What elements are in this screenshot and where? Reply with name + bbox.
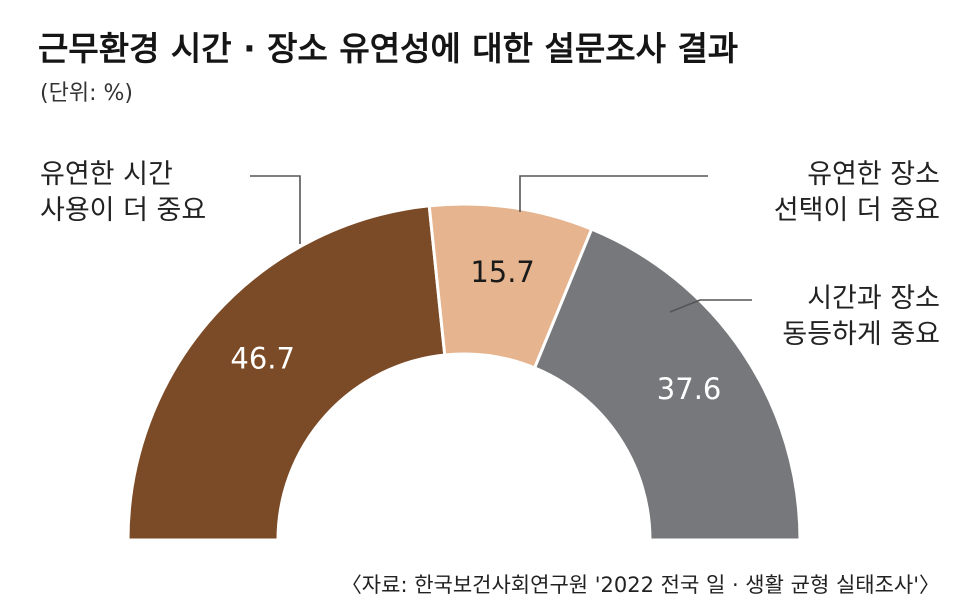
slice-value-label: 37.6 [657, 372, 722, 406]
slice-value-label: 46.7 [230, 342, 295, 376]
slice-value-label: 15.7 [470, 255, 535, 289]
leader-line [250, 175, 301, 244]
chart-source: 〈자료: 한국보건사회연구원 '2022 전국 일 · 생활 균형 실태조사'〉 [341, 573, 940, 597]
chart-title: 근무환경 시간 · 장소 유연성에 대한 설문조사 결과 [38, 29, 738, 68]
slice-category-label: 동등하게 중요 [782, 319, 940, 350]
slice-1 [126, 204, 447, 542]
slice-category-label: 선택이 더 중요 [774, 195, 940, 226]
slice-3 [532, 227, 802, 542]
slice-category-label: 사용이 더 중요 [40, 195, 206, 226]
leader-line [669, 299, 752, 313]
slice-category-label: 유연한 장소 [807, 159, 940, 190]
leader-line [519, 175, 708, 212]
slice-category-label: 유연한 시간 [40, 159, 173, 190]
chart-unit: (단위: %) [40, 81, 133, 106]
slice-category-label: 시간과 장소 [807, 283, 940, 314]
